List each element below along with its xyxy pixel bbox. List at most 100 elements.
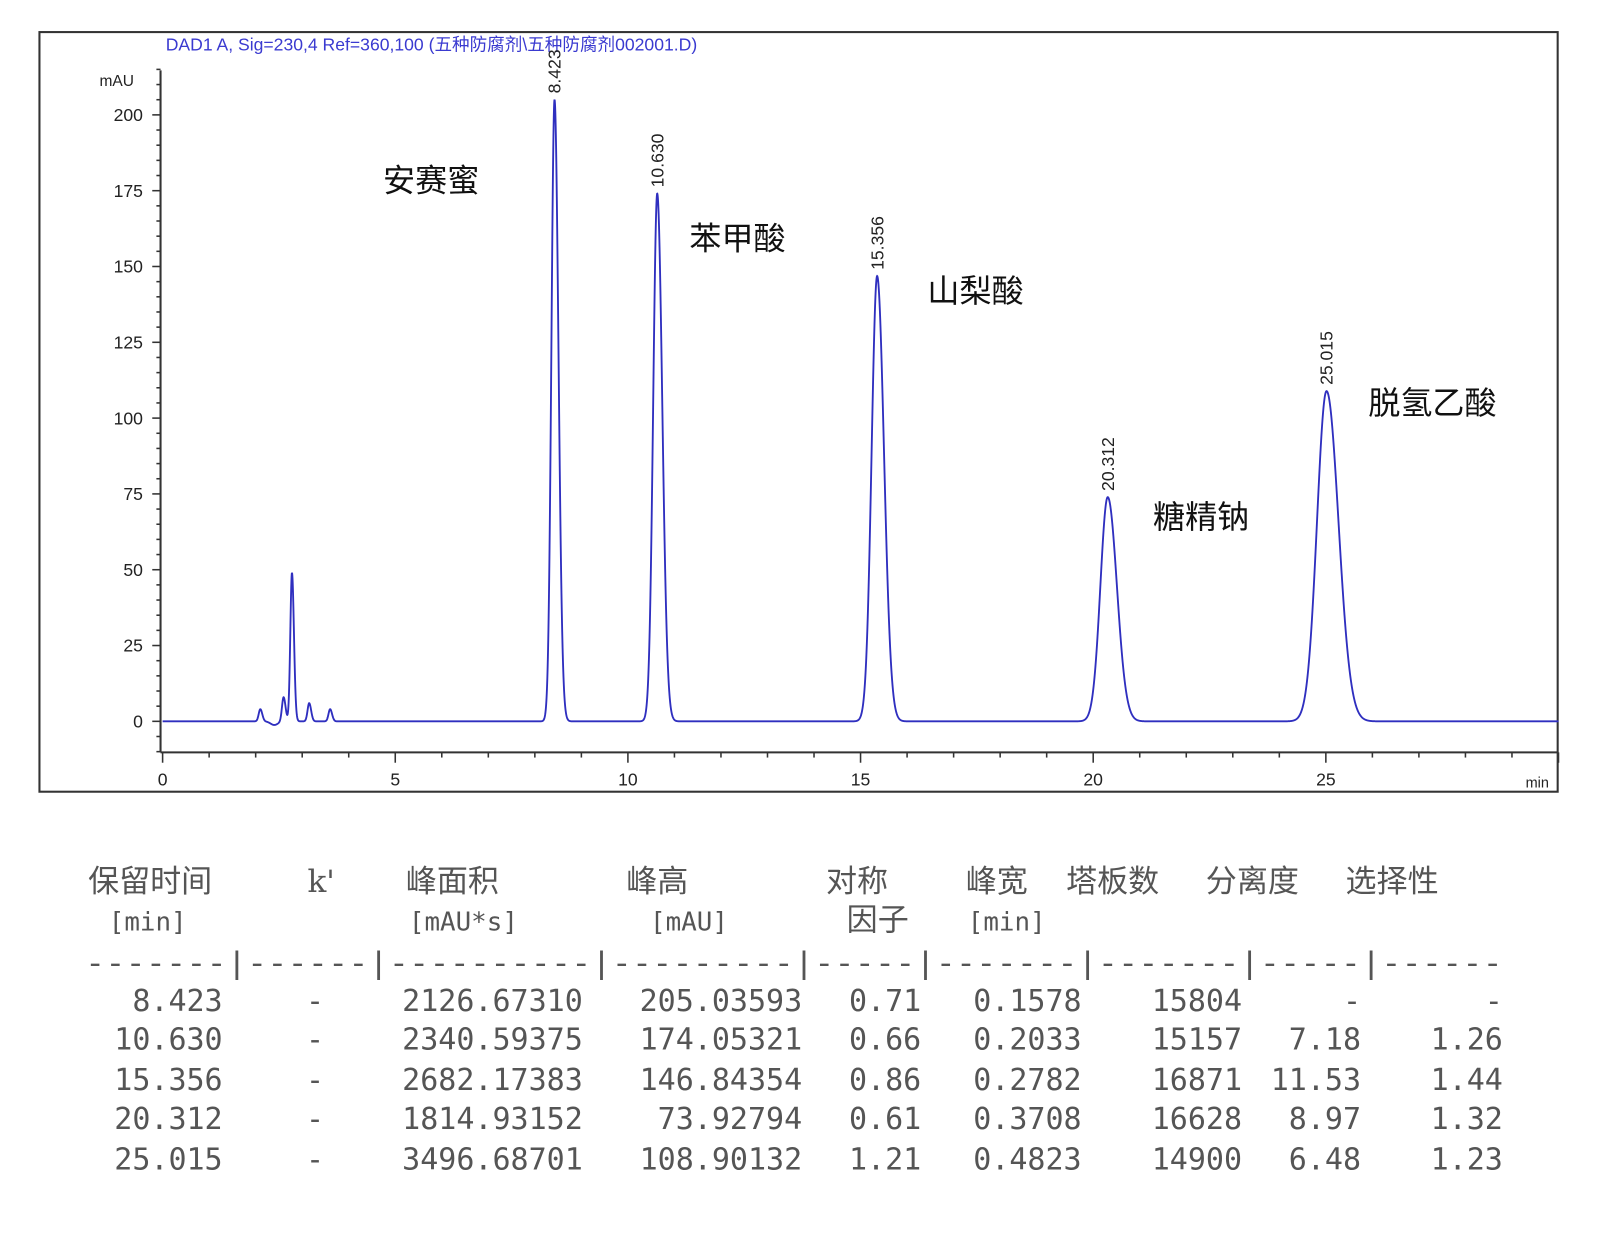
table-cell: -: [306, 1142, 324, 1177]
table-cell: 0.1578: [973, 984, 1081, 1019]
table-header: 对称: [826, 864, 888, 900]
table-cell: -: [1343, 984, 1361, 1019]
table-cell: 20.312: [114, 1102, 222, 1137]
peak-compound-name: 山梨酸: [927, 272, 1023, 310]
table-cell: 15157: [1152, 1022, 1242, 1057]
table-header-unit: [mAU]: [650, 907, 728, 937]
table-separator: -------|------|----------|---------|----…: [85, 946, 1503, 980]
table-cell: 1.21: [849, 1142, 921, 1177]
peak-compound-name: 苯甲酸: [689, 219, 785, 257]
x-tick-label: 20: [1083, 769, 1103, 789]
table-cell: 11.53: [1271, 1063, 1361, 1098]
table-header: 塔板数: [1066, 864, 1159, 900]
table-header: 保留时间: [88, 864, 212, 900]
trace-group: [162, 99, 1559, 726]
y-tick-label: 50: [123, 560, 143, 580]
table-cell: 0.71: [849, 984, 921, 1019]
table-cell: 2682.17383: [402, 1063, 583, 1098]
table-cell: 0.86: [849, 1063, 921, 1098]
peak-labels: 8.423 安赛蜜 10.630 苯甲酸 15.356 山梨酸 20.312 糖精钠 25.01…: [383, 49, 1497, 535]
table-cell: 1.23: [1431, 1142, 1503, 1177]
table-header: 峰宽: [966, 864, 1028, 900]
table-cell: 10.630: [114, 1022, 222, 1057]
table-cell: 0.61: [849, 1102, 921, 1137]
table-header: 峰面积: [406, 864, 499, 900]
x-tick-label: 15: [851, 769, 871, 789]
table-header-unit: [mAU*s]: [409, 907, 518, 937]
y-tick-label: 25: [123, 636, 143, 656]
table-cell: -: [306, 1102, 324, 1137]
table-cell: 2126.67310: [402, 984, 583, 1019]
table-cell: 2340.59375: [402, 1022, 583, 1057]
table-header: 峰高: [626, 864, 688, 900]
table-cell: 3496.68701: [402, 1142, 583, 1177]
x-tick-label: 25: [1316, 769, 1336, 789]
table-cell: 0.4823: [973, 1142, 1081, 1177]
table-cell: 1.26: [1431, 1022, 1503, 1057]
table-cell: 14900: [1152, 1142, 1242, 1177]
peak-compound-name: 安赛蜜: [383, 161, 479, 199]
table-cell: 205.03593: [640, 984, 803, 1019]
table-cell: 0.2033: [973, 1022, 1081, 1057]
table-cell: -: [306, 984, 324, 1019]
table-row: 20.312 - 1814.93152 73.92794 0.61 0.3708 16628…: [114, 1102, 1503, 1137]
table-header: 分离度: [1206, 864, 1299, 900]
table-header-unit: 因子: [847, 902, 909, 938]
table-cell: 7.18: [1289, 1022, 1361, 1057]
table-cell: 15.356: [114, 1063, 222, 1098]
table-cell: 146.84354: [640, 1063, 803, 1098]
peak-retention-label: 20.312: [1098, 437, 1118, 491]
table-cell: 6.48: [1289, 1142, 1361, 1177]
peak-retention-label: 8.423: [545, 49, 565, 93]
table-cell: 16871: [1152, 1063, 1242, 1098]
table-cell: 0.66: [849, 1022, 921, 1057]
table-cell: -: [1485, 984, 1503, 1019]
plot-frame: [38, 31, 1559, 793]
table-header: 选择性: [1346, 864, 1439, 900]
table-cell: 8.97: [1289, 1102, 1361, 1137]
peak-retention-label: 10.630: [647, 133, 667, 187]
y-tick-label: 0: [133, 712, 143, 732]
table-cell: 25.015: [114, 1142, 222, 1177]
y-tick-label: 200: [114, 105, 144, 125]
table-cell: 0.2782: [973, 1063, 1081, 1098]
table-cell: 15804: [1152, 984, 1242, 1019]
peak-retention-label: 25.015: [1317, 331, 1337, 385]
table-row: 10.630 - 2340.59375 174.05321 0.66 0.2033 1515…: [114, 1022, 1503, 1057]
table-cell: 1.44: [1431, 1063, 1503, 1098]
table-cell: 1.32: [1431, 1102, 1503, 1137]
table-cell: 16628: [1152, 1102, 1242, 1137]
table-row: 15.356 - 2682.17383 146.84354 0.86 0.2782 1687…: [114, 1063, 1503, 1098]
table-cell: -: [306, 1063, 324, 1098]
x-axis-label: min: [1526, 776, 1549, 792]
table-row: 25.015 - 3496.68701 108.90132 1.21 0.4823 1490…: [114, 1142, 1503, 1177]
table-header: k': [307, 864, 334, 900]
peak-retention-label: 15.356: [867, 216, 887, 270]
table-header-unit: [min]: [968, 907, 1046, 937]
table-cell: 73.92794: [658, 1102, 803, 1137]
table-cell: 1814.93152: [402, 1102, 583, 1137]
x-tick-label: 0: [158, 769, 168, 789]
table-cell: 0.3708: [973, 1102, 1081, 1137]
x-tick-label: 10: [618, 769, 638, 789]
peak-compound-name: 糖精钠: [1153, 498, 1249, 536]
y-tick-label: 125: [114, 333, 144, 353]
chart-title: DAD1 A, Sig=230,4 Ref=360,100 (五种防腐剂\五种防…: [166, 35, 698, 55]
table-cell: -: [306, 1022, 324, 1057]
y-axis-label: mAU: [99, 73, 133, 90]
table-cell: 8.423: [132, 984, 222, 1019]
x-tick-label: 5: [390, 769, 400, 789]
peak-compound-name: 脱氢乙酸: [1368, 384, 1496, 422]
table-cell: 174.05321: [640, 1022, 803, 1057]
y-tick-label: 150: [114, 257, 144, 277]
table-row: 8.423 - 2126.67310 205.03593 0.71 0.1578 15804…: [132, 984, 1502, 1019]
chromatogram-trace: [162, 99, 1559, 726]
y-tick-label: 100: [114, 408, 144, 428]
y-tick-label: 175: [114, 181, 144, 201]
table-header-unit: [min]: [109, 907, 187, 937]
axes: 0 25 50 75 100 125 150 175 200 0 5 10 15 20 25: [114, 68, 1560, 789]
table-cell: 108.90132: [640, 1142, 803, 1177]
